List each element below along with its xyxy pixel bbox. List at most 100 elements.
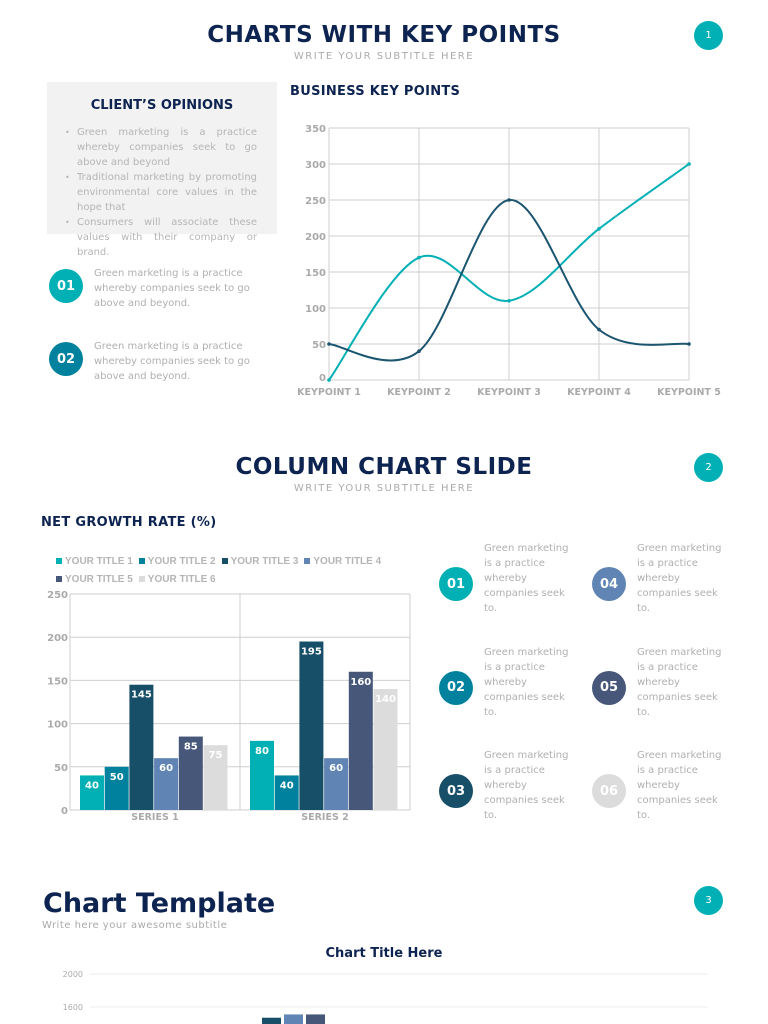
business-key-points-heading: BUSINESS KEY POINTS	[290, 84, 461, 99]
data-point	[507, 198, 511, 202]
bar	[129, 684, 154, 810]
line-chart: 0 50 100 150 200 250 300 350 KEYPOINT 1 KEYPOINT …	[297, 124, 721, 398]
opinion-bullet: Traditional marketing by promoting envir…	[65, 170, 257, 215]
bar	[373, 689, 398, 810]
client-opinions-title: CLIENT’S OPINIONS	[90, 98, 234, 113]
y-tick-label: 350	[305, 124, 326, 135]
y-tick-label: 0	[319, 373, 326, 384]
data-point	[327, 378, 331, 382]
legend-swatch	[221, 558, 228, 565]
slide1-title: CHARTS WITH KEY POINTS	[207, 22, 561, 48]
legend-item: YOUR TITLE 3	[221, 553, 299, 571]
data-label: 40	[280, 780, 294, 791]
y-tick-label: 1600	[63, 1003, 83, 1012]
data-label: 50	[110, 772, 124, 783]
y-tick-label: 200	[47, 633, 68, 644]
legend-swatch	[138, 576, 145, 583]
bar	[274, 775, 299, 810]
bar	[250, 740, 274, 810]
legend-label: YOUR TITLE 2	[147, 556, 216, 567]
point-text: Green marketing is a practice whereby co…	[637, 646, 722, 718]
slide2-title: COLUMN CHART SLIDE	[235, 454, 533, 480]
data-label: 75	[209, 750, 223, 761]
y-tick-label: 50	[54, 763, 68, 774]
data-point	[507, 299, 511, 303]
data-point	[597, 327, 601, 332]
data-point	[417, 349, 421, 354]
y-tick-label: 0	[61, 806, 68, 817]
data-point	[327, 342, 331, 346]
bar	[178, 736, 203, 810]
legend-label: YOUR TITLE 1	[65, 556, 133, 567]
legend-swatch	[56, 558, 62, 565]
slide3-subtitle: Write here your awesome subtitle	[42, 920, 228, 931]
point-text: Green marketing is a practice whereby co…	[484, 646, 569, 718]
bar-chart-legend: YOUR TITLE 1 YOUR TITLE 2 YOUR TITLE 3 YOUR…	[56, 553, 428, 589]
data-point	[687, 162, 691, 166]
legend-swatch	[138, 558, 145, 565]
client-opinions-card: CLIENT’S OPINIONS Green marketing is a p…	[47, 82, 277, 258]
page-number-badge: 3	[694, 886, 723, 915]
bar	[348, 671, 373, 810]
y-tick-label: 300	[305, 160, 326, 171]
data-label: 40	[85, 780, 99, 791]
page-number-badge: 1	[694, 21, 723, 50]
legend-label: YOUR TITLE 4	[313, 556, 382, 567]
slide2-subtitle: WRITE YOUR SUBTITLE HERE	[293, 483, 475, 494]
column-chart: 0 50 100 150 200 250 SERIES 1 40 50 145 60 85 75 SERI…	[47, 590, 411, 823]
x-tick-label: KEYPOINT 4	[567, 387, 631, 398]
y-tick-label: 150	[305, 268, 326, 279]
data-label: 145	[131, 690, 152, 701]
data-point	[687, 342, 691, 346]
data-point	[417, 255, 421, 260]
slide3-title: Chart Template	[43, 888, 276, 919]
data-label: 140	[375, 694, 396, 705]
bar	[299, 641, 324, 810]
bar	[80, 775, 104, 810]
y-tick-label: 200	[305, 232, 326, 243]
legend-item: YOUR TITLE 5	[56, 571, 133, 589]
bar	[324, 758, 349, 810]
x-tick-label: KEYPOINT 1	[297, 387, 361, 398]
page-number-badge: 2	[694, 453, 723, 482]
y-tick-label: 2000	[63, 970, 83, 979]
y-tick-label: 100	[305, 304, 326, 315]
opinions-list: Green marketing is a practice whereby co…	[65, 125, 257, 260]
legend-item: YOUR TITLE 2	[138, 553, 216, 571]
bar	[306, 1014, 325, 1024]
bar	[284, 1014, 303, 1024]
x-tick-label: KEYPOINT 5	[657, 387, 721, 398]
data-label: 60	[159, 763, 173, 774]
bar	[104, 766, 129, 810]
x-tick-label: KEYPOINT 2	[387, 387, 451, 398]
legend-label: YOUR TITLE 6	[147, 574, 216, 585]
y-tick-label: 150	[47, 676, 68, 687]
slide1-subtitle: WRITE YOUR SUBTITLE HERE	[293, 51, 475, 62]
legend-label: YOUR TITLE 3	[230, 556, 299, 567]
number-badge: 06	[592, 774, 626, 808]
template-chart: 1600 2000	[63, 970, 708, 1024]
data-label: 80	[255, 746, 269, 757]
number-badge: 01	[49, 269, 83, 303]
number-badge: 05	[592, 670, 626, 705]
y-tick-label: 250	[47, 590, 68, 601]
legend-swatch	[304, 558, 311, 565]
legend-label: YOUR TITLE 5	[65, 574, 133, 585]
net-growth-heading: NET GROWTH RATE (%)	[41, 515, 217, 530]
y-tick-label: 100	[47, 720, 68, 731]
y-tick-label: 250	[305, 196, 326, 207]
x-tick-label: SERIES 1	[131, 812, 178, 823]
opinion-bullet: Green marketing is a practice whereby co…	[65, 125, 257, 170]
point-text: Green marketing is a practice whereby co…	[484, 750, 569, 821]
legend-item: YOUR TITLE 4	[304, 553, 381, 571]
legend-item: YOUR TITLE 6	[138, 571, 216, 589]
number-badge: 01	[439, 567, 473, 601]
legend-swatch	[56, 576, 62, 583]
number-badge: 03	[439, 774, 473, 808]
data-label: 195	[301, 647, 322, 658]
number-badge: 02	[439, 670, 473, 705]
point-text: Green marketing is a practice whereby co…	[94, 341, 250, 382]
bar	[154, 758, 179, 810]
data-label: 60	[329, 763, 343, 774]
point-text: Green marketing is a practice whereby co…	[637, 543, 722, 614]
